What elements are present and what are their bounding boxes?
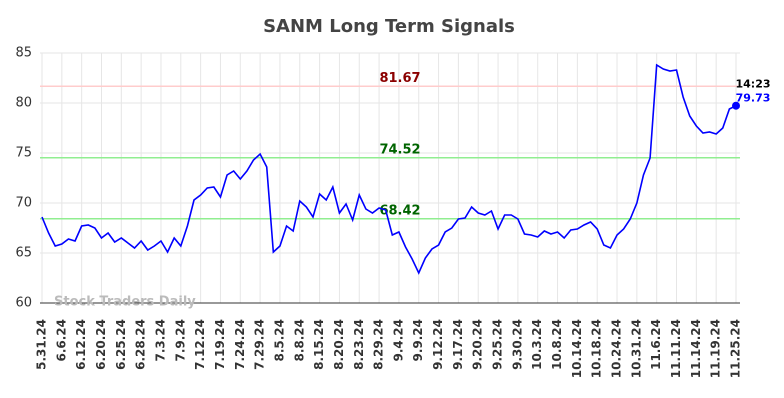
- x-tick-label: 7.9.24: [173, 319, 187, 362]
- x-tick-label: 6.25.24: [114, 319, 128, 370]
- y-tick-label: 85: [15, 46, 32, 61]
- watermark: Stock Traders Daily: [54, 295, 196, 310]
- price-line: [41, 63, 737, 275]
- x-tick-label: 9.20.24: [471, 319, 485, 370]
- x-tick-label: 10.31.24: [629, 319, 643, 378]
- signal-label: 74.52: [379, 142, 420, 157]
- chart-title: SANM Long Term Signals: [263, 16, 515, 37]
- x-tick-label: 11.6.24: [649, 319, 663, 370]
- x-tick-label: 6.6.24: [54, 319, 68, 362]
- x-tick-label: 9.17.24: [451, 319, 465, 370]
- signal-label: 68.42: [379, 203, 420, 218]
- x-tick-label: 6.20.24: [94, 319, 108, 370]
- last-value: 79.73: [736, 92, 771, 105]
- y-tick-label: 70: [15, 196, 32, 211]
- x-tick-label: 8.8.24: [292, 319, 306, 362]
- x-tick-label: 9.12.24: [431, 319, 445, 370]
- y-tick-label: 80: [15, 96, 32, 111]
- y-tick-label: 65: [15, 246, 32, 261]
- last-point: [732, 101, 740, 110]
- x-tick-label: 9.30.24: [510, 319, 524, 370]
- x-tick-label: 7.12.24: [193, 319, 207, 370]
- x-tick-label: 10.8.24: [550, 319, 564, 370]
- x-tick-label: 7.3.24: [153, 319, 167, 362]
- x-tick-label: 9.4.24: [391, 319, 405, 362]
- x-tick-label: 8.20.24: [332, 319, 346, 370]
- signal-label: 81.67: [379, 71, 420, 86]
- x-tick-label: 8.5.24: [272, 319, 286, 362]
- y-tick-label: 75: [15, 146, 32, 161]
- x-tick-label: 9.9.24: [411, 319, 425, 362]
- x-tick-label: 10.24.24: [610, 319, 624, 378]
- x-tick-label: 10.18.24: [590, 319, 604, 378]
- x-tick-label: 11.19.24: [709, 319, 723, 378]
- x-tick-label: 7.24.24: [233, 319, 247, 370]
- x-tick-label: 10.14.24: [570, 319, 584, 378]
- x-tick-label: 11.11.24: [669, 319, 683, 378]
- x-tick-label: 8.23.24: [352, 319, 366, 370]
- x-tick-label: 5.31.24: [35, 319, 49, 370]
- last-time: 14:23: [735, 78, 770, 91]
- x-tick-label: 6.12.24: [74, 319, 88, 370]
- y-tick-label: 60: [15, 296, 32, 311]
- x-tick-label: 10.3.24: [530, 319, 544, 370]
- x-tick-label: 7.19.24: [213, 319, 227, 370]
- x-tick-label: 9.25.24: [491, 319, 505, 370]
- x-tick-label: 8.15.24: [312, 319, 326, 370]
- x-tick-label: 11.14.24: [689, 319, 703, 378]
- x-tick-label: 8.29.24: [372, 319, 386, 370]
- x-tick-label: 6.28.24: [134, 319, 148, 370]
- x-tick-label: 11.25.24: [729, 319, 743, 378]
- x-tick-label: 7.29.24: [253, 319, 267, 370]
